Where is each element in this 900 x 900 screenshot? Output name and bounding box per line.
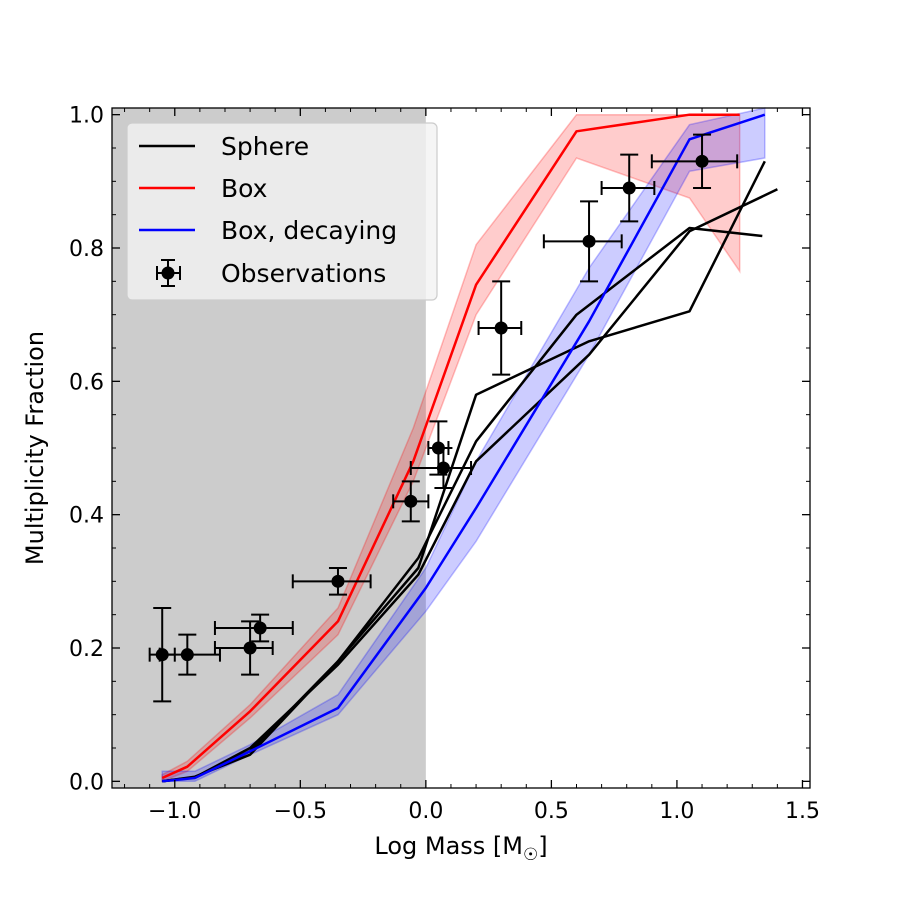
observation-marker <box>582 234 596 248</box>
legend-box-decaying-label: Box, decaying <box>221 216 397 245</box>
y-tick-label: 1.0 <box>69 104 104 129</box>
x-tick-label: 1.5 <box>785 799 820 824</box>
observation-point-12 <box>650 133 739 189</box>
y-tick-label: 0.8 <box>69 237 104 262</box>
observation-marker <box>494 321 508 335</box>
observation-point-3 <box>213 620 274 676</box>
x-axis-label: Log Mass [M☉] <box>374 832 547 865</box>
y-tick-label: 0.2 <box>69 637 104 662</box>
box-line <box>161 113 740 780</box>
observation-point-10 <box>542 200 623 283</box>
legend-observations-swatch <box>156 259 181 287</box>
legend: Sphere Box Box, decaying Observations <box>126 122 438 301</box>
x-axis-label-main: Log Mass [M <box>374 832 523 860</box>
observation-marker <box>331 574 345 588</box>
y-tick-label: 0.0 <box>69 770 104 795</box>
observation-point-5 <box>291 567 372 596</box>
x-ticks: −1.0 −0.5 0.0 0.5 1.0 1.5 <box>124 108 820 824</box>
observations-layer <box>148 133 739 703</box>
y-tick-label: 0.4 <box>69 504 104 529</box>
x-tick-label: −1.0 <box>148 799 201 824</box>
y-tick-label: 0.6 <box>69 370 104 395</box>
box-band <box>161 113 741 783</box>
sphere-line-2 <box>162 188 778 783</box>
observation-marker <box>404 494 418 508</box>
observation-marker <box>180 648 194 662</box>
y-ticks: 0.0 0.2 0.4 0.6 0.8 1.0 <box>69 104 810 795</box>
observation-point-9 <box>477 280 523 376</box>
x-tick-label: −0.5 <box>274 799 327 824</box>
box-decaying-line <box>162 113 766 783</box>
observation-point-8 <box>409 447 473 489</box>
observation-marker <box>695 154 709 168</box>
legend-box-label: Box <box>221 174 267 203</box>
x-axis-label-sun-symbol: ☉ <box>523 845 538 865</box>
x-tick-label: 0.0 <box>408 799 443 824</box>
legend-sphere-label: Sphere <box>221 132 309 161</box>
x-axis-label-close: ] <box>538 832 547 860</box>
observation-point-11 <box>600 153 656 223</box>
legend-box <box>126 122 438 301</box>
observation-point-4 <box>213 613 294 643</box>
observation-marker <box>243 641 257 655</box>
y-axis-label: Multiplicity Fraction <box>21 331 49 565</box>
x-tick-label: 1.0 <box>659 799 694 824</box>
box-lines-layer <box>161 113 766 783</box>
observation-marker <box>622 181 636 195</box>
legend-observations-label: Observations <box>221 259 386 288</box>
x-tick-label: 0.5 <box>534 799 569 824</box>
observation-marker <box>253 621 267 635</box>
observation-point-6 <box>392 480 430 523</box>
legend-obs-marker <box>161 266 175 280</box>
observation-marker <box>436 461 450 475</box>
observation-point-2 <box>158 633 221 676</box>
